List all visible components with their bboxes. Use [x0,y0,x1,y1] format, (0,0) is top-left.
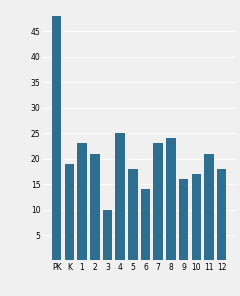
Bar [128,169,138,260]
Bar [52,16,61,260]
Bar [204,154,214,260]
Bar [217,169,227,260]
Bar [103,210,112,260]
Bar [115,133,125,260]
Bar [90,154,100,260]
Bar [166,138,176,260]
Bar [179,179,188,260]
Bar [154,143,163,260]
Bar [141,189,150,260]
Bar [65,164,74,260]
Bar [77,143,87,260]
Bar [192,174,201,260]
